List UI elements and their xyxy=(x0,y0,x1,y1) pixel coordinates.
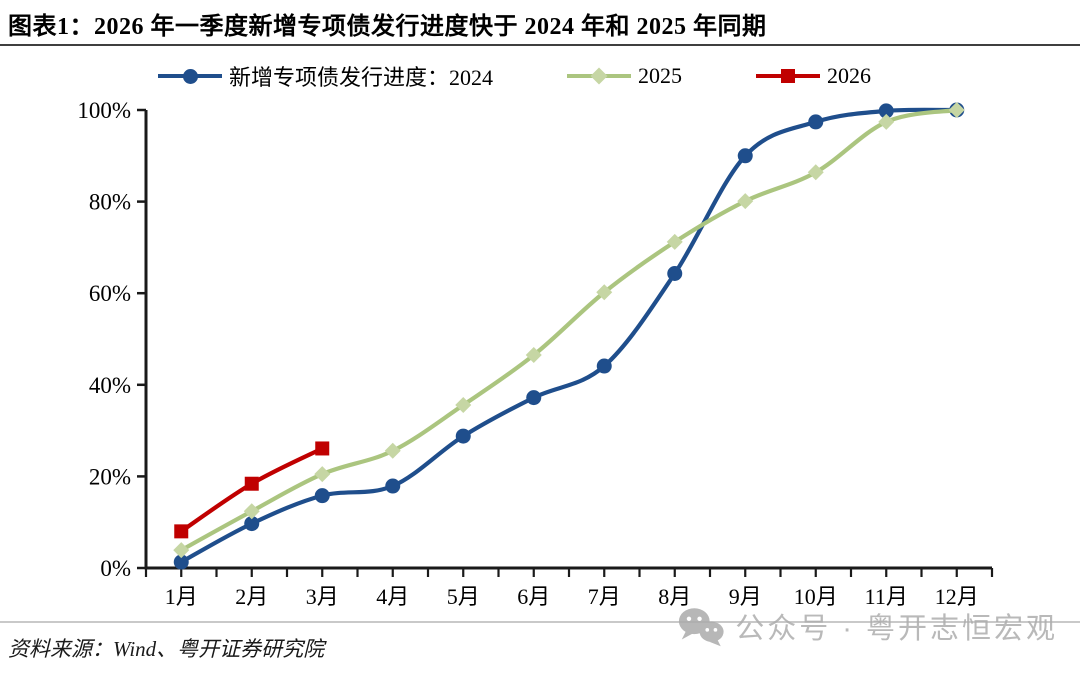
data-point-2024 xyxy=(244,516,260,532)
x-axis-label: 5月 xyxy=(447,584,480,609)
x-axis-label: 3月 xyxy=(306,584,339,609)
y-tick-label: 0% xyxy=(100,556,131,581)
legend-swatch-square xyxy=(756,67,821,85)
data-point-2025 xyxy=(384,442,401,459)
data-point-2024 xyxy=(314,488,330,504)
x-axis-label: 2月 xyxy=(235,584,268,609)
legend-label-2026: 2026 xyxy=(827,63,872,88)
data-point-2025 xyxy=(455,396,472,413)
data-point-2026 xyxy=(174,524,189,539)
legend-label-2025: 2025 xyxy=(638,63,683,88)
watermark: 公众号 · 粤开志恒宏观 xyxy=(676,605,1058,647)
x-axis-label: 1月 xyxy=(165,584,198,609)
x-axis-label: 8月 xyxy=(658,584,691,609)
y-tick-label: 100% xyxy=(77,98,131,123)
wechat-icon xyxy=(679,608,724,647)
y-tick-label: 80% xyxy=(89,190,131,215)
data-point-2024 xyxy=(878,103,894,119)
legend-item-2024: 新增专项债发行进度：2024 xyxy=(158,60,493,92)
footer-divider xyxy=(0,621,1080,623)
source-note: 资料来源：Wind、粤开证券研究院 xyxy=(8,637,325,661)
y-tick-label: 60% xyxy=(89,281,131,306)
data-point-2025 xyxy=(878,113,895,130)
legend-item-2025: 2025 xyxy=(567,63,682,89)
data-point-2025 xyxy=(525,347,542,364)
square-marker-icon xyxy=(781,69,796,83)
legend-swatch-diamond xyxy=(567,67,632,85)
data-point-2025 xyxy=(314,466,331,483)
data-point-2024 xyxy=(385,478,401,494)
x-axis-label: 12月 xyxy=(935,584,979,609)
data-point-2024 xyxy=(526,390,542,406)
y-tick-label: 20% xyxy=(89,464,131,489)
data-point-2025 xyxy=(243,503,260,520)
x-axis-label: 6月 xyxy=(517,584,550,609)
watermark-text: 公众号 · 粤开志恒宏观 xyxy=(735,613,1058,645)
data-point-2025 xyxy=(596,284,613,301)
x-axis-label: 11月 xyxy=(865,584,908,609)
data-point-2024 xyxy=(173,554,189,570)
data-point-2024 xyxy=(808,114,824,130)
data-point-2025 xyxy=(173,542,190,559)
data-point-2025 xyxy=(666,233,683,250)
x-axis-label: 7月 xyxy=(588,584,621,609)
legend-item-2026: 2026 xyxy=(756,63,871,89)
x-axis-label: 4月 xyxy=(376,584,409,609)
data-point-2024 xyxy=(455,428,471,444)
y-tick-label: 40% xyxy=(89,373,131,398)
data-point-2024 xyxy=(737,148,753,164)
series-line-2025 xyxy=(179,107,959,553)
data-point-2026 xyxy=(244,476,259,491)
chart-legend: 新增专项债发行进度：2024 2025 2026 xyxy=(158,60,871,92)
data-point-2024 xyxy=(667,266,683,282)
data-point-2024 xyxy=(596,358,612,374)
data-point-2025 xyxy=(737,193,754,210)
x-axis-label: 9月 xyxy=(729,584,762,609)
data-point-2025 xyxy=(807,164,824,181)
series-line-2024 xyxy=(179,107,959,565)
data-point-2026 xyxy=(315,441,330,456)
title-divider xyxy=(0,44,1080,46)
circle-marker-icon xyxy=(182,68,198,84)
figure-title: 图表1：2026 年一季度新增专项债发行进度快于 2024 年和 2025 年同… xyxy=(8,14,767,40)
legend-label-2024: 新增专项债发行进度：2024 xyxy=(229,65,494,90)
legend-swatch-circle xyxy=(158,67,222,85)
x-axis-label: 10月 xyxy=(794,584,838,609)
data-point-2025 xyxy=(948,102,965,118)
